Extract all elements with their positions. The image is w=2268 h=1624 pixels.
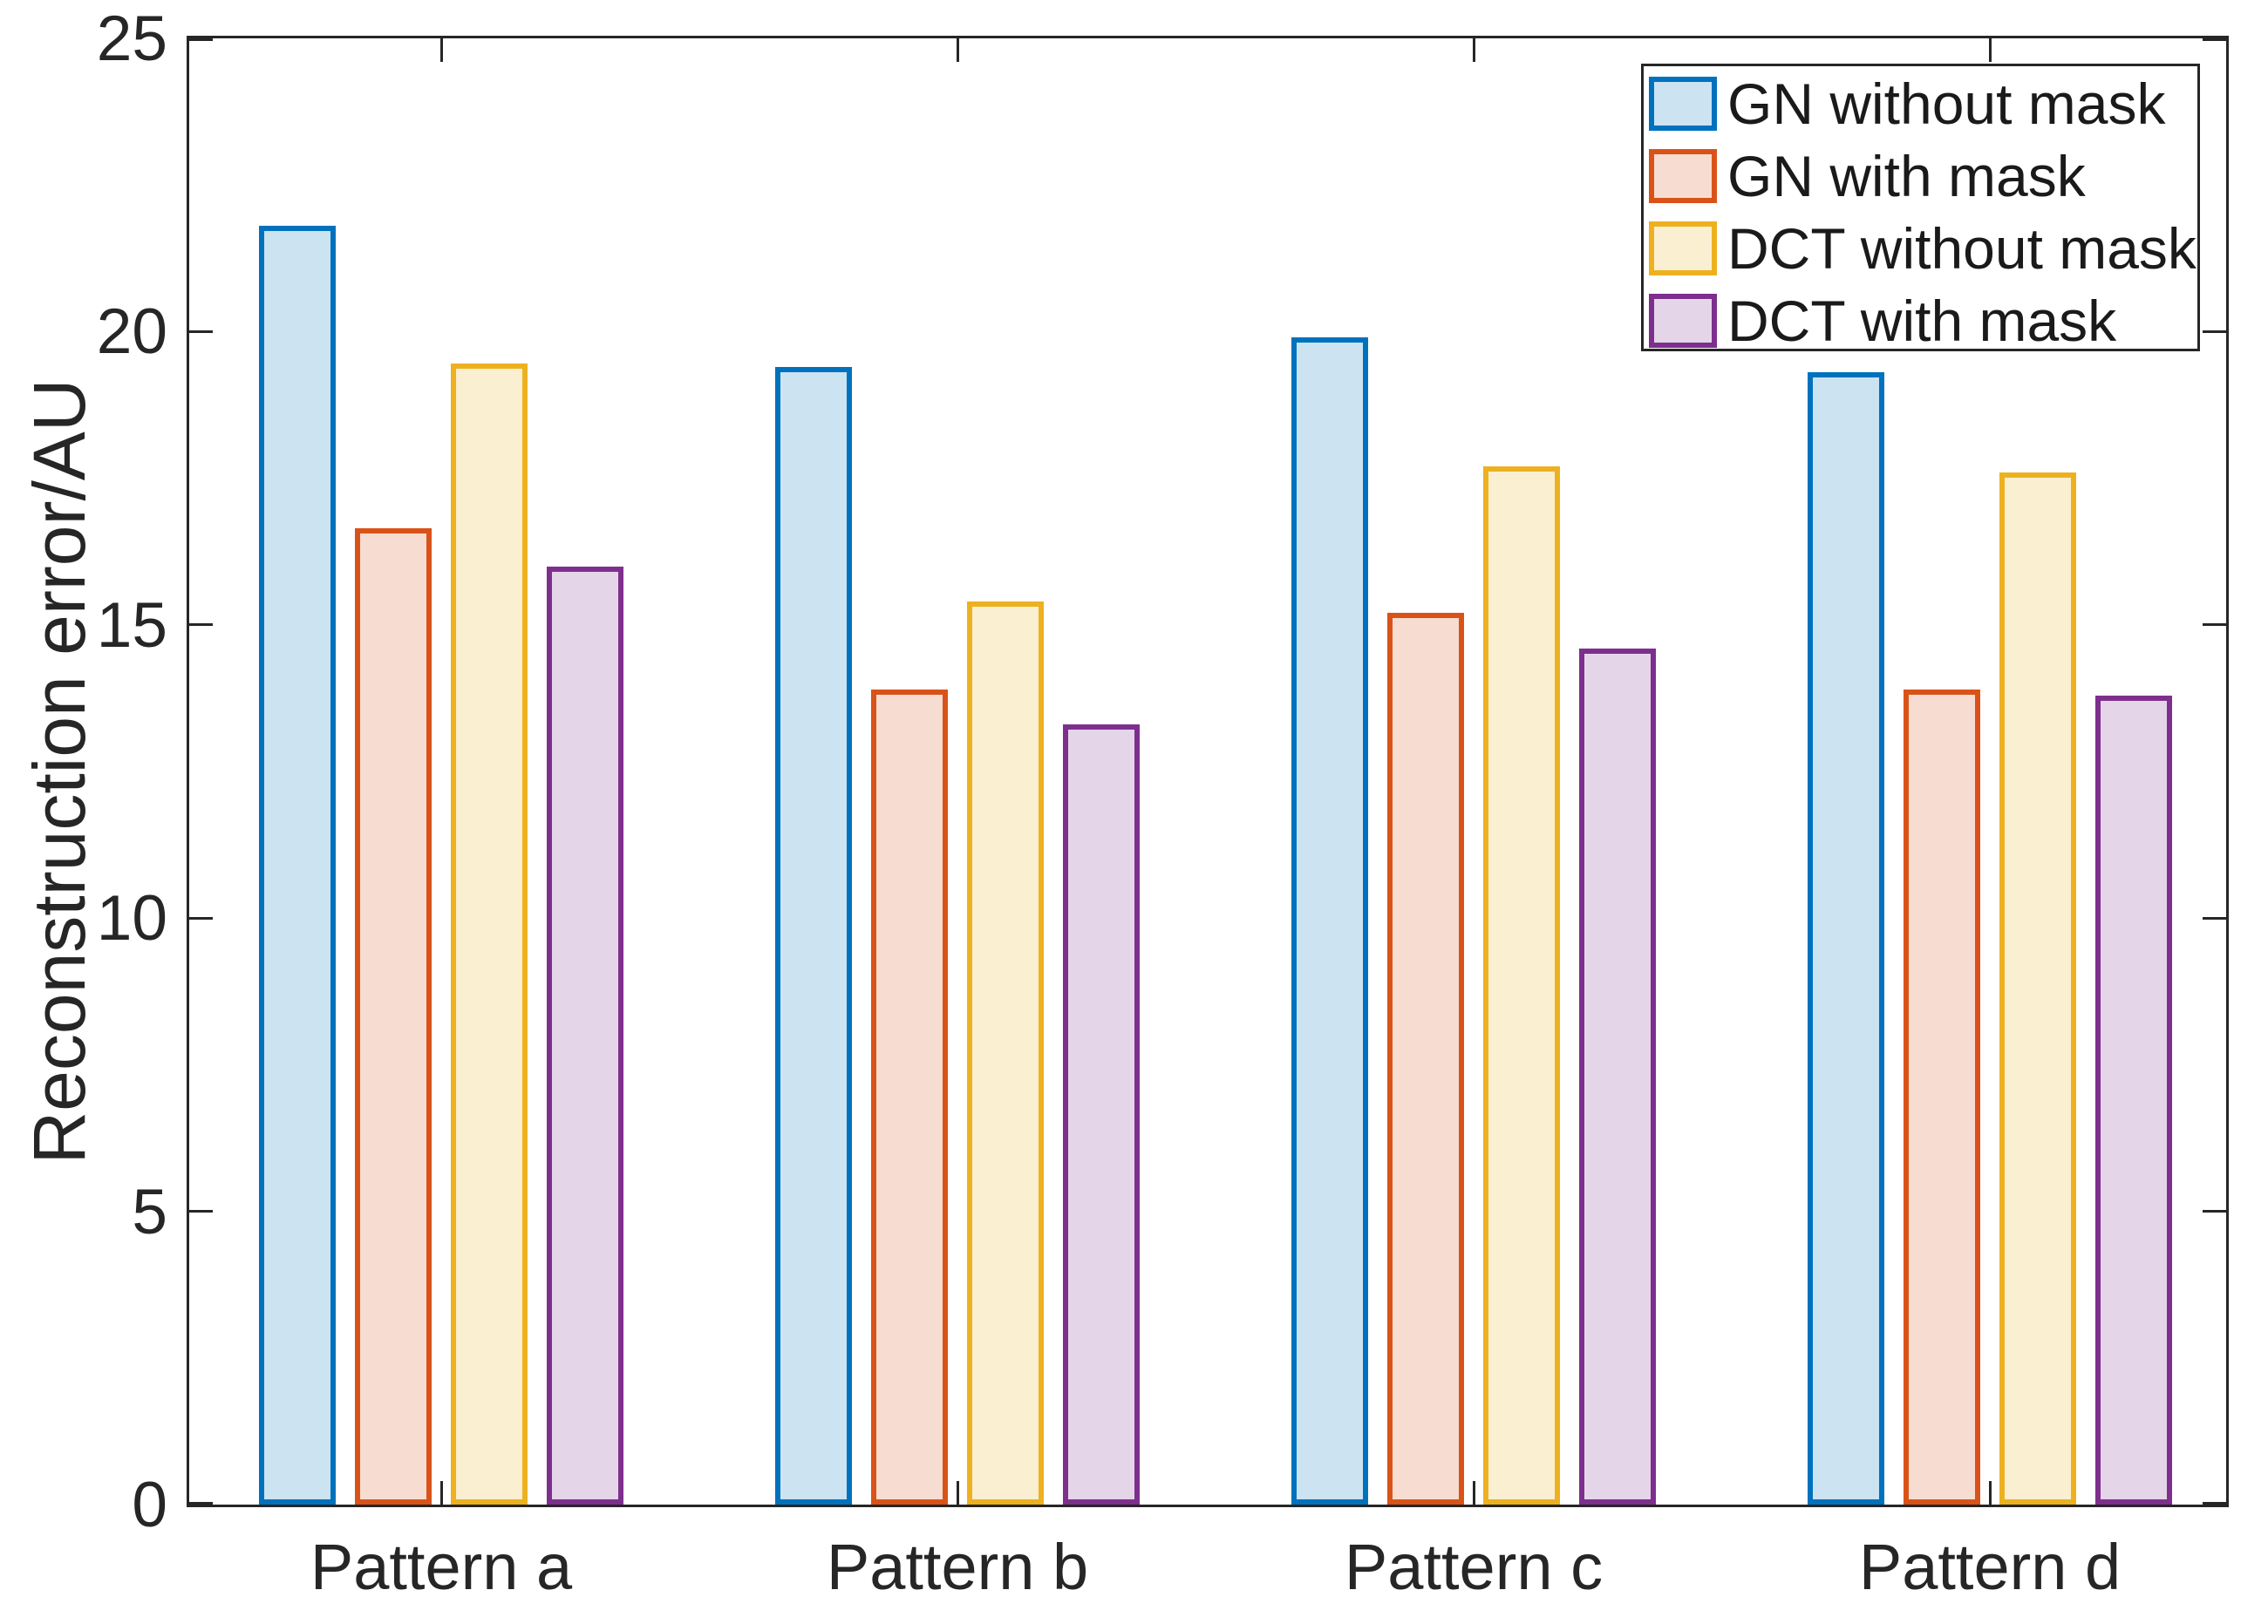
y-tick-20-left: [189, 330, 213, 333]
bar-pattern-b-gn-without-mask: [775, 367, 852, 1505]
bar-pattern-d-gn-without-mask: [1808, 372, 1884, 1505]
x-tick-pattern-b-bottom: [956, 1481, 959, 1505]
y-tick-5-right: [2203, 1210, 2226, 1213]
y-tick-label-20: 20: [96, 296, 167, 368]
bar-pattern-a-dct-without-mask: [451, 364, 528, 1505]
legend-label-gn-without-mask: GN without mask: [1727, 71, 2166, 136]
legend-swatch-dct-with-mask: [1649, 294, 1717, 348]
x-tick-label-pattern-a: Pattern a: [310, 1531, 573, 1603]
legend-item-dct-with-mask: DCT with mask: [1649, 289, 2117, 353]
legend-label-gn-with-mask: GN with mask: [1727, 144, 2086, 208]
bar-pattern-a-dct-with-mask: [547, 567, 623, 1505]
x-tick-pattern-c-bottom: [1472, 1481, 1475, 1505]
legend-label-dct-without-mask: DCT without mask: [1727, 216, 2196, 281]
bar-pattern-c-dct-without-mask: [1483, 466, 1560, 1505]
legend-item-gn-with-mask: GN with mask: [1649, 144, 2086, 208]
y-tick-0-right: [2203, 1502, 2226, 1505]
x-tick-pattern-a-top: [439, 38, 443, 62]
bar-pattern-b-dct-with-mask: [1063, 724, 1140, 1505]
y-tick-label-0: 0: [132, 1470, 167, 1540]
bar-pattern-d-gn-with-mask: [1904, 690, 1980, 1505]
legend-item-dct-without-mask: DCT without mask: [1649, 216, 2196, 281]
y-tick-25-right: [2203, 38, 2226, 41]
x-tick-pattern-c-top: [1472, 38, 1475, 62]
bar-pattern-c-gn-with-mask: [1387, 613, 1464, 1505]
y-axis-label: Reconstruction error/AU: [18, 378, 100, 1165]
legend: GN without mask GN with mask DCT without m…: [1641, 64, 2200, 351]
y-tick-5-left: [189, 1210, 213, 1213]
y-tick-25-left: [189, 38, 213, 41]
y-tick-15-right: [2203, 623, 2226, 627]
y-tick-20-right: [2203, 330, 2226, 333]
bar-pattern-a-gn-with-mask: [355, 528, 432, 1505]
y-tick-label-5: 5: [132, 1176, 167, 1247]
y-tick-10-left: [189, 916, 213, 920]
x-tick-label-pattern-b: Pattern b: [826, 1531, 1089, 1603]
legend-label-dct-with-mask: DCT with mask: [1727, 289, 2117, 353]
bar-pattern-b-dct-without-mask: [967, 601, 1044, 1505]
bar-pattern-b-gn-with-mask: [871, 690, 948, 1505]
bar-pattern-a-gn-without-mask: [259, 226, 336, 1505]
y-tick-15-left: [189, 623, 213, 627]
y-tick-label-15: 15: [96, 589, 167, 661]
x-tick-label-pattern-c: Pattern c: [1344, 1531, 1604, 1603]
bar-pattern-d-dct-with-mask: [2095, 696, 2172, 1505]
legend-swatch-gn-with-mask: [1649, 149, 1717, 203]
x-tick-pattern-b-top: [956, 38, 959, 62]
y-tick-10-right: [2203, 916, 2226, 920]
legend-swatch-dct-without-mask: [1649, 221, 1717, 275]
legend-swatch-gn-without-mask: [1649, 77, 1717, 131]
x-tick-label-pattern-d: Pattern d: [1858, 1531, 2122, 1603]
x-tick-pattern-a-bottom: [439, 1481, 443, 1505]
bar-pattern-d-dct-without-mask: [1999, 472, 2076, 1505]
x-tick-pattern-d-top: [1988, 38, 1992, 62]
bar-pattern-c-dct-with-mask: [1579, 649, 1656, 1505]
x-tick-pattern-d-bottom: [1988, 1481, 1992, 1505]
y-tick-label-10: 10: [96, 883, 167, 955]
legend-item-gn-without-mask: GN without mask: [1649, 71, 2166, 136]
y-tick-0-left: [189, 1502, 213, 1505]
y-tick-label-25: 25: [96, 3, 167, 74]
bar-pattern-c-gn-without-mask: [1291, 337, 1368, 1505]
